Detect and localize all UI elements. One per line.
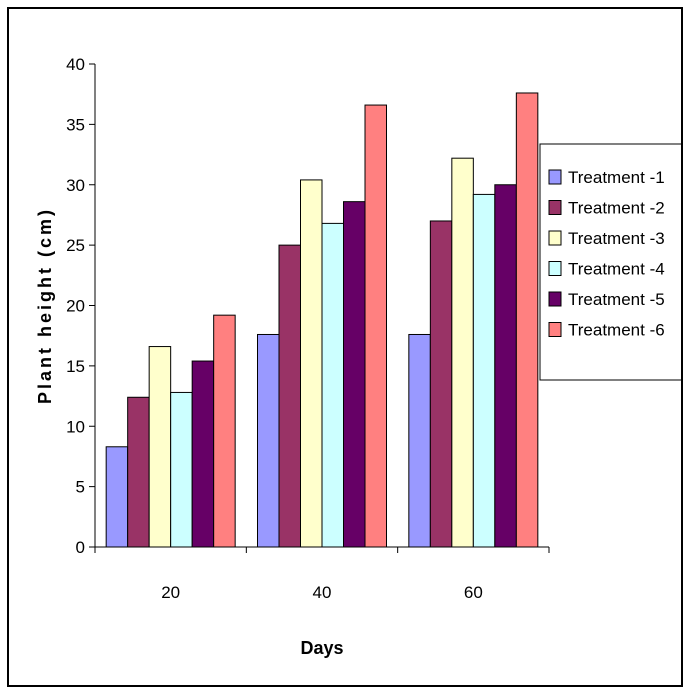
- legend-label: Treatment -1: [568, 168, 665, 187]
- bar: [364, 104, 387, 548]
- bar: [515, 92, 539, 548]
- legend-label: Treatment -4: [568, 260, 665, 279]
- chart-frame: 0 5 10 15 20 25 30 35 40 20 40 60 Plant height (cm)…: [7, 7, 683, 687]
- legend-label: Treatment -2: [568, 199, 665, 218]
- y-tick-label: 0: [76, 538, 85, 557]
- bar: [278, 244, 301, 548]
- legend-label: Treatment -3: [568, 229, 665, 248]
- x-tick-label: 60: [464, 583, 483, 602]
- legend-swatch: [548, 169, 562, 185]
- y-tick-label: 25: [66, 236, 85, 255]
- bar-chart: 0 5 10 15 20 25 30 35 40 20 40 60 Plant height (cm)…: [35, 55, 681, 658]
- bar: [494, 184, 517, 548]
- bar: [148, 346, 172, 548]
- legend-label: Treatment -6: [568, 321, 665, 340]
- bar: [429, 220, 453, 548]
- plot-area: 0 5 10 15 20 25 30 35 40 20 40 60: [66, 55, 550, 602]
- y-tick-label: 15: [66, 357, 85, 376]
- bar: [257, 333, 280, 548]
- bar: [127, 396, 150, 548]
- legend-swatch: [548, 322, 562, 337]
- bar: [343, 201, 366, 548]
- legend: Treatment -1 Treatment -2 Treatment -3 Trea…: [539, 143, 681, 381]
- legend-label: Treatment -5: [568, 290, 665, 309]
- bar: [105, 446, 129, 548]
- x-tick-label: 20: [161, 583, 180, 602]
- bar: [213, 314, 236, 548]
- y-tick-label: 30: [66, 176, 85, 195]
- legend-swatch: [548, 230, 562, 246]
- legend-box: [539, 143, 681, 381]
- x-axis-title: Days: [300, 638, 343, 658]
- bar: [300, 179, 323, 548]
- bar: [170, 391, 193, 548]
- bar: [472, 193, 496, 548]
- legend-swatch: [548, 261, 562, 276]
- y-tick-label: 40: [66, 55, 85, 74]
- y-tick-label: 35: [66, 115, 85, 134]
- legend-swatch: [548, 291, 562, 307]
- y-tick-label: 10: [66, 417, 85, 436]
- y-tick-label: 20: [66, 297, 85, 316]
- bar: [451, 157, 474, 548]
- x-tick-label: 40: [313, 583, 332, 602]
- bar: [408, 333, 431, 548]
- y-tick-label: 5: [76, 478, 85, 497]
- legend-swatch: [548, 200, 562, 215]
- bar: [321, 222, 344, 548]
- y-axis-title: Plant height (cm): [35, 207, 55, 404]
- bar: [191, 360, 215, 548]
